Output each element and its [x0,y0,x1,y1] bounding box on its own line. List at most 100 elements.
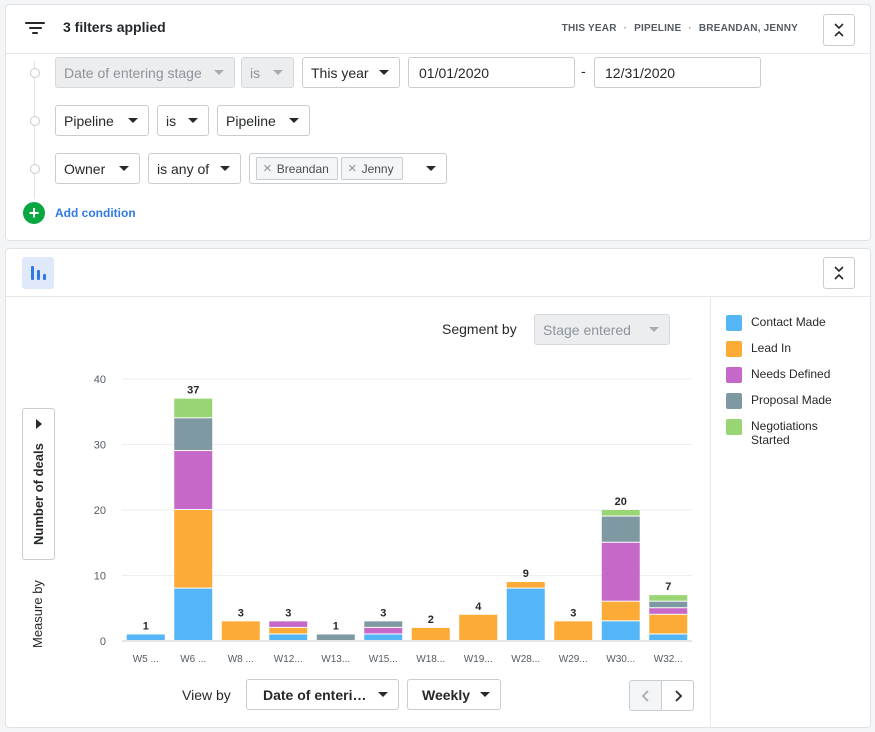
bar-chart-icon[interactable] [22,257,54,289]
bar-segment [601,510,640,516]
legend-swatch [726,315,742,331]
view-by-label: View by [182,687,231,703]
x-tick-label: W8 ... [228,654,254,665]
x-tick-label: W19... [464,654,493,665]
caret-right-icon [36,419,42,429]
plus-icon: + [23,202,45,224]
view-by-select[interactable]: Date of enteri… [246,679,399,710]
bar-segment [174,418,213,451]
bar-segment [174,451,213,509]
chevron-down-icon [426,166,436,171]
y-tick-label: 40 [94,374,106,386]
chevron-down-icon [649,327,659,332]
bar-segment [411,627,450,640]
filter-icon[interactable] [25,22,45,38]
owner-multiselect[interactable]: × Breandan × Jenny [249,153,447,184]
bar-segment [174,588,213,640]
chart-legend: Contact Made Lead In Needs Defined Propo… [710,297,871,728]
x-tick-label: W15... [369,654,398,665]
chevron-down-icon [220,166,230,171]
bar-segment [174,510,213,588]
bar-segment [364,621,403,627]
bar-total-label: 9 [523,568,529,580]
condition-2-value-select[interactable]: Pipeline [217,105,310,136]
legend-swatch [726,341,742,357]
next-page-button[interactable] [661,680,694,711]
remove-tag-icon[interactable]: × [263,160,272,177]
chevron-down-icon [119,166,129,171]
legend-swatch [726,419,742,435]
x-tick-label: W28... [511,654,540,665]
measure-by-select[interactable]: Number of deals [22,408,55,560]
chevron-down-icon [379,70,389,75]
bar-segment [269,634,308,640]
bar-total-label: 1 [333,620,339,632]
y-tick-label: 0 [100,636,106,648]
filters-title: 3 filters applied [63,19,166,35]
filters-header: 3 filters applied THIS YEAR · PIPELINE ·… [6,5,870,54]
bar-total-label: 3 [570,607,576,619]
bar-total-label: 20 [615,496,627,508]
legend-item: Needs Defined [726,367,871,383]
bar-segment [649,608,688,614]
condition-2-field-select[interactable]: Pipeline [55,105,149,136]
summary-period: THIS YEAR [561,23,617,34]
date-from-input[interactable] [408,57,575,88]
chevron-down-icon [273,70,283,75]
filters-summary: THIS YEAR · PIPELINE · BREANDAN, JENNY [561,23,798,34]
segment-by-label: Segment by [442,321,517,337]
condition-2-operator-select[interactable]: is [157,105,209,136]
bar-total-label: 1 [143,620,149,632]
collapse-filters-button[interactable] [823,14,855,46]
y-tick-label: 20 [94,505,106,517]
bar-segment [649,634,688,640]
condition-3-operator-select[interactable]: is any of [148,153,241,184]
bar-segment [601,601,640,621]
measure-value: Number of deals [31,443,46,545]
bar-segment [459,614,498,640]
condition-1-value-select[interactable]: This year [302,57,400,88]
condition-dot [30,68,40,78]
remove-tag-icon[interactable]: × [347,160,357,177]
condition-1-field-select[interactable]: Date of entering stage [55,57,235,88]
condition-3-field-select[interactable]: Owner [55,153,140,184]
owner-tag[interactable]: × Jenny [340,157,403,180]
bar-segment [649,595,688,601]
bar-segment [554,621,593,640]
range-separator: - [581,63,586,79]
bar-total-label: 3 [285,607,291,619]
legend-item: Proposal Made [726,393,871,409]
add-condition-button[interactable]: + Add condition [23,202,136,224]
bar-segment [649,614,688,634]
collapse-icon [834,266,844,280]
bar-segment [269,621,308,627]
measure-by-label: Measure by [30,580,45,648]
x-tick-label: W18... [416,654,445,665]
condition-dot [30,164,40,174]
legend-swatch [726,393,742,409]
bar-total-label: 7 [665,581,671,593]
bar-total-label: 4 [475,601,482,613]
bar-segment [364,627,403,634]
legend-item: Lead In [726,341,871,357]
bar-total-label: 3 [380,607,386,619]
legend-item: Contact Made [726,315,871,331]
y-tick-label: 10 [94,571,106,583]
condition-1-operator-select[interactable]: is [241,57,294,88]
chart-header [6,249,870,297]
bar-segment [316,634,355,640]
chevron-right-icon [674,689,682,702]
interval-select[interactable]: Weekly [407,679,501,710]
chevron-down-icon [378,692,388,697]
x-tick-label: W30... [606,654,635,665]
segment-by-select[interactable]: Stage entered [534,314,670,345]
bar-segment [506,582,545,588]
owner-tag[interactable]: × Breandan [256,157,338,180]
date-to-input[interactable] [594,57,761,88]
previous-page-button[interactable] [629,680,662,711]
chevron-down-icon [289,118,299,123]
bar-segment [649,601,688,608]
collapse-chart-button[interactable] [823,257,855,289]
bar-total-label: 3 [238,607,244,619]
